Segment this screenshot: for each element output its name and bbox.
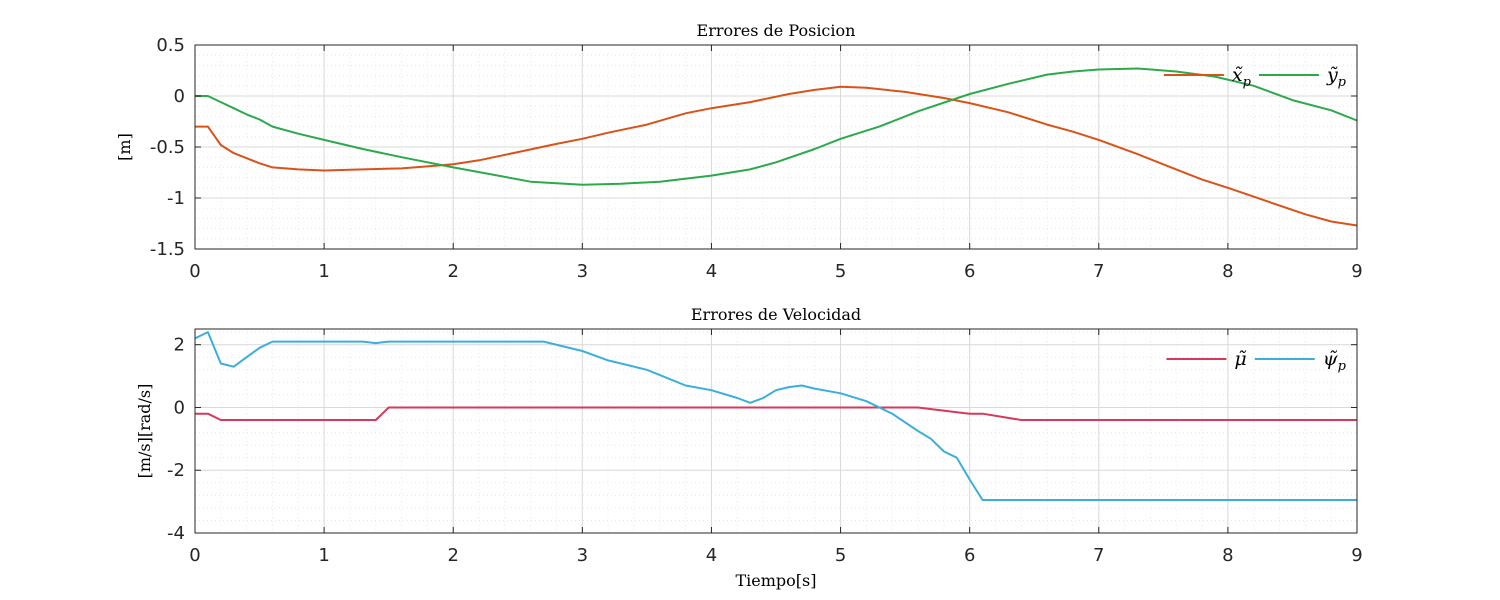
x-tick-label: 3 <box>577 261 588 282</box>
legend-label-main: ψ̃ <box>1323 348 1339 370</box>
x-tick-label: 1 <box>318 545 329 566</box>
legend-label-main: μ̃ <box>1234 348 1246 370</box>
x-axis-label: Tiempo[s] <box>736 571 817 590</box>
y-tick-label: 0 <box>174 86 185 107</box>
legend-label-sub: p <box>1243 75 1252 90</box>
x-tick-label: 8 <box>1222 545 1233 566</box>
legend-label-sub: p <box>1338 75 1347 90</box>
x-tick-label: 4 <box>706 261 717 282</box>
x-tick-label: 7 <box>1093 261 1104 282</box>
x-tick-label: 0 <box>189 545 200 566</box>
x-tick-label: 6 <box>964 261 975 282</box>
x-tick-label: 5 <box>835 261 846 282</box>
y-tick-label: -2 <box>167 460 185 481</box>
legend-label-main: ỹ <box>1326 64 1338 86</box>
velocity-chart-title: Errores de Velocidad <box>691 305 861 324</box>
x-tick-label: 6 <box>964 545 975 566</box>
x-tick-label: 9 <box>1351 545 1362 566</box>
velocity-errors-panel: 0 1 2 3 4 5 6 7 8 9 -4 -2 0 2 Errores de Velocidad [m… <box>135 305 1363 590</box>
velocity-y-axis-label: [m/s][rad/s] <box>135 384 154 479</box>
x-tick-label: 1 <box>318 261 329 282</box>
position-errors-panel: 0 1 2 3 4 5 6 7 8 9 -1.5 -1 -0.5 0 0.5 Errores de Posi… <box>115 21 1363 282</box>
y-tick-label: 0 <box>174 397 185 418</box>
x-tick-label: 8 <box>1222 261 1233 282</box>
velocity-legend-label-0: μ̃ <box>1234 348 1246 370</box>
y-tick-label: 2 <box>174 335 185 356</box>
legend-label-main: x̃ <box>1232 64 1243 86</box>
position-y-axis-label: [m] <box>115 133 134 161</box>
legend-label-sub: p <box>1338 359 1347 374</box>
x-tick-label: 2 <box>447 261 458 282</box>
position-chart-title: Errores de Posicion <box>697 21 856 40</box>
position-series-line-0 <box>195 87 1357 226</box>
y-tick-label: -1 <box>167 188 185 209</box>
y-tick-label: -0.5 <box>150 137 185 158</box>
velocity-series-line-0 <box>195 408 1357 421</box>
x-tick-label: 5 <box>835 545 846 566</box>
y-tick-label: 0.5 <box>156 35 185 56</box>
x-tick-label: 0 <box>189 261 200 282</box>
x-tick-label: 7 <box>1093 545 1104 566</box>
x-tick-label: 4 <box>706 545 717 566</box>
position-legend-label-1: ỹp <box>1326 64 1347 90</box>
position-legend-label-0: x̃p <box>1232 64 1252 90</box>
velocity-legend-label-1: ψ̃p <box>1323 348 1347 374</box>
x-tick-label: 3 <box>577 545 588 566</box>
x-tick-label: 2 <box>447 545 458 566</box>
velocity-ticks: 0 1 2 3 4 5 6 7 8 9 -4 -2 0 2 <box>167 329 1363 566</box>
y-tick-label: -4 <box>167 523 185 544</box>
x-tick-label: 9 <box>1351 261 1362 282</box>
y-tick-label: -1.5 <box>150 239 185 260</box>
